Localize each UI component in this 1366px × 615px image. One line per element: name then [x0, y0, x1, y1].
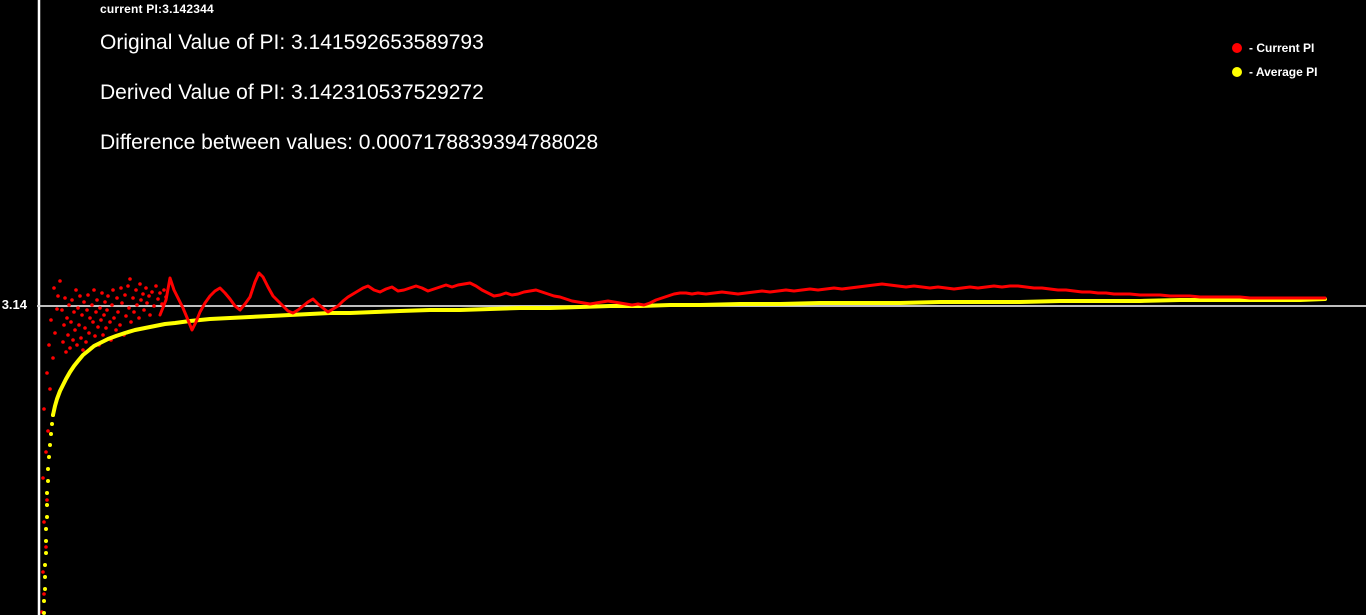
legend-item-current-pi: - Current PI — [1232, 40, 1317, 56]
legend-label-average-pi: - Average PI — [1249, 65, 1318, 79]
current-pi-dot-icon — [1232, 43, 1242, 53]
legend-item-average-pi: - Average PI — [1232, 64, 1317, 80]
original-pi-text: Original Value of PI: 3.141592653589793 — [100, 31, 484, 54]
derived-pi-text: Derived Value of PI: 3.142310537529272 — [100, 81, 484, 104]
difference-text: Difference between values: 0.00071788393… — [100, 131, 599, 154]
legend-label-current-pi: - Current PI — [1249, 41, 1315, 55]
average-pi-dot-icon — [1232, 67, 1242, 77]
y-axis-tick-label: 3.14 — [1, 297, 27, 312]
current-pi-readout: current PI:3.142344 — [100, 2, 214, 16]
legend: - Current PI - Average PI — [1232, 40, 1317, 80]
